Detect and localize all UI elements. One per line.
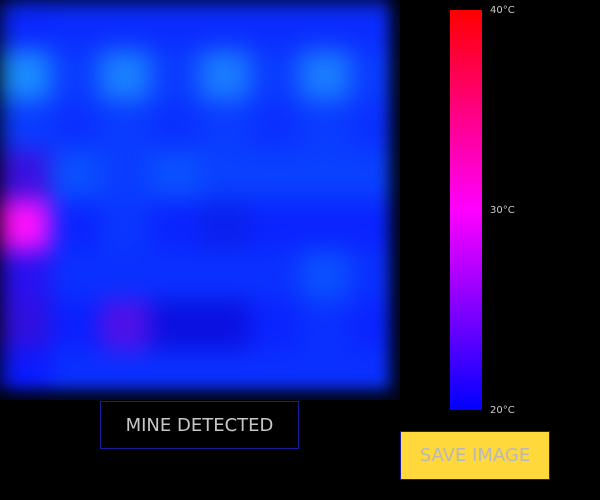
thermal-cell [100, 50, 150, 100]
thermal-cell [0, 50, 50, 100]
thermal-cell [100, 350, 150, 400]
scale-max-label: 40°C [490, 5, 515, 16]
thermal-cell [200, 100, 250, 150]
thermal-cell [200, 150, 250, 200]
thermal-cell [300, 0, 350, 50]
thermal-cell [100, 200, 150, 250]
thermal-cell [300, 150, 350, 200]
thermal-cell [50, 350, 100, 400]
scale-min-label: 20°C [490, 405, 515, 416]
thermal-cell [100, 300, 150, 350]
thermal-cell [250, 0, 300, 50]
save-image-button[interactable]: SAVE IMAGE [400, 431, 550, 480]
thermal-cell [0, 250, 50, 300]
thermal-cell [200, 50, 250, 100]
thermal-cell [150, 100, 200, 150]
mine-detected-status: MINE DETECTED [100, 401, 299, 449]
thermal-cell [50, 150, 100, 200]
thermal-cell [350, 100, 400, 150]
thermal-cell [350, 0, 400, 50]
thermal-cell [300, 50, 350, 100]
thermal-cell [300, 250, 350, 300]
thermal-cell [250, 50, 300, 100]
thermal-cell [100, 250, 150, 300]
thermal-cell [150, 350, 200, 400]
thermal-cell [200, 300, 250, 350]
thermal-cell [200, 250, 250, 300]
thermal-cell [50, 250, 100, 300]
thermal-cell [250, 200, 300, 250]
thermal-cell [50, 50, 100, 100]
thermal-cell [300, 100, 350, 150]
status-text: MINE DETECTED [125, 414, 274, 436]
thermal-cell [50, 200, 100, 250]
thermal-cell [250, 350, 300, 400]
thermal-cell [100, 150, 150, 200]
thermal-cell [100, 0, 150, 50]
thermal-cell [300, 350, 350, 400]
thermal-cell [350, 250, 400, 300]
thermal-cell [350, 200, 400, 250]
thermal-cell [150, 250, 200, 300]
thermal-cell [0, 0, 50, 50]
thermal-cell [150, 200, 200, 250]
thermal-cell [250, 250, 300, 300]
scale-mid-label: 30°C [490, 205, 515, 216]
thermal-cell [50, 100, 100, 150]
thermal-cell [300, 200, 350, 250]
thermal-image [0, 0, 400, 400]
thermal-cell [0, 150, 50, 200]
thermal-cell [250, 150, 300, 200]
thermal-cell [300, 300, 350, 350]
thermal-cell [200, 350, 250, 400]
thermal-cell [0, 350, 50, 400]
thermal-cell [150, 300, 200, 350]
save-image-label: SAVE IMAGE [419, 445, 531, 466]
thermal-cell [0, 100, 50, 150]
thermal-cell [350, 350, 400, 400]
thermal-heatmap [0, 0, 400, 400]
thermal-cell [50, 300, 100, 350]
temperature-scale-bar [450, 10, 482, 410]
thermal-cell [150, 0, 200, 50]
thermal-cell [0, 300, 50, 350]
thermal-cell [250, 300, 300, 350]
thermal-cell [350, 300, 400, 350]
thermal-cell [150, 150, 200, 200]
thermal-cell [0, 200, 50, 250]
thermal-cell [50, 0, 100, 50]
thermal-cell [350, 150, 400, 200]
thermal-cell [200, 0, 250, 50]
thermal-cell [250, 100, 300, 150]
thermal-cell [150, 50, 200, 100]
thermal-cell [200, 200, 250, 250]
thermal-cell [100, 100, 150, 150]
thermal-cell [350, 50, 400, 100]
